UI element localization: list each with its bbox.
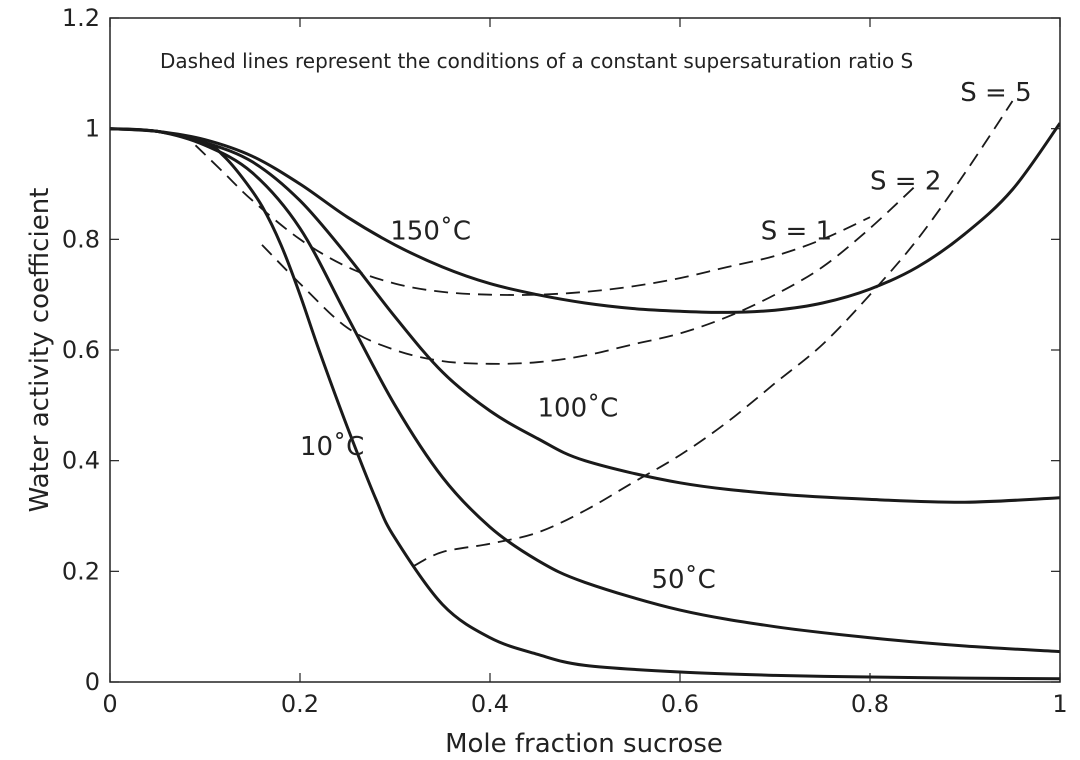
series-label-10-c: 10˚C xyxy=(300,432,364,462)
x-tick-label: 0.6 xyxy=(661,690,699,718)
x-tick-label: 1 xyxy=(1052,690,1067,718)
series-label-100-c: 100˚C xyxy=(538,393,619,423)
series-label-s-1: S = 1 xyxy=(761,216,832,246)
series-label-s-2: S = 2 xyxy=(870,167,941,197)
x-tick-label: 0.2 xyxy=(281,690,319,718)
y-axis-label: Water activity coefficient xyxy=(25,188,55,513)
series-label-50-c: 50˚C xyxy=(652,565,716,595)
series-label-150-c: 150˚C xyxy=(390,216,471,246)
axes-group: 0 0.2 0.4 0.6 0.8 1 0 0.2 0.4 0.6 0.8 1 1.2 xyxy=(62,4,1068,718)
y-tick-label: 1.2 xyxy=(62,4,100,32)
y-tick-label: 0.2 xyxy=(62,557,100,585)
x-tick-label: 0.4 xyxy=(471,690,509,718)
y-tick-label: 1 xyxy=(85,115,100,143)
x-tick-label: 0.8 xyxy=(851,690,889,718)
series-line-50-c xyxy=(110,127,1060,654)
x-tick-label: 0 xyxy=(102,690,117,718)
series-label-s-5: S = 5 xyxy=(960,78,1031,108)
series-line-s-2 xyxy=(261,183,919,365)
series-line-150-c xyxy=(110,122,1060,314)
series-line-10-c xyxy=(110,127,1060,681)
chart-annotation: Dashed lines represent the conditions of… xyxy=(160,49,913,73)
series-line-100-c xyxy=(110,127,1060,504)
y-tick-label: 0.8 xyxy=(62,225,100,253)
series-line-s-1 xyxy=(194,144,871,296)
y-tick-label: 0.6 xyxy=(62,336,100,364)
series-group: 10˚C 50˚C 100˚C 150˚C S = 1 S = 2 S = 5 xyxy=(110,78,1060,681)
x-axis-label: Mole fraction sucrose xyxy=(445,729,723,759)
y-tick-label: 0 xyxy=(85,668,100,696)
series-line-s-5 xyxy=(413,100,1014,567)
y-tick-label: 0.4 xyxy=(62,447,100,475)
